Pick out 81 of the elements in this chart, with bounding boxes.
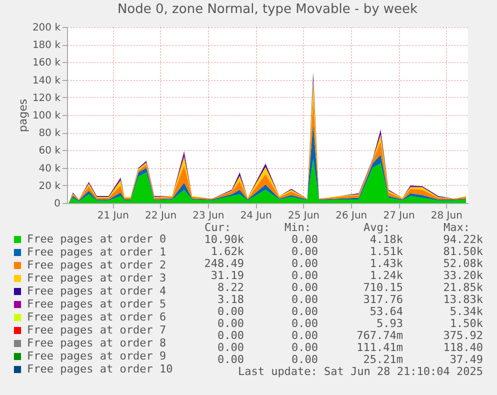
x-tick-label: 27 Jun (383, 210, 415, 222)
text: 0.00 (218, 305, 244, 318)
text: 31.19 (210, 269, 244, 282)
text: 111.41m (356, 341, 404, 354)
y-tick-label: 180 k (32, 40, 61, 52)
text: Min: (284, 221, 311, 234)
legend-label: Free pages at order 1 (27, 246, 166, 258)
text: 37.49 (450, 353, 483, 366)
text: 33.20k (443, 269, 484, 282)
text: 1.24k (370, 269, 404, 282)
legend-label: Free pages at order 7 (27, 324, 166, 336)
text: 0.00 (218, 317, 244, 330)
text: 13.83k (443, 293, 484, 306)
legend-label: Free pages at order 4 (27, 284, 166, 298)
text: 0.00 (292, 269, 318, 282)
y-tick-label: 100 k (32, 110, 61, 122)
text: 4.18k (370, 233, 404, 246)
text: 0.00 (218, 341, 244, 354)
chart-title: Node 0, zone Normal, type Movable - by week (117, 2, 418, 17)
legend-label: Free pages at order 3 (27, 272, 166, 284)
text: 5.93 (376, 317, 403, 330)
y-tick-label: 120 k (32, 92, 61, 104)
text: 375.92 (443, 329, 483, 342)
x-tick-label: 21 Jun (97, 210, 129, 222)
text: 81.50k (443, 245, 484, 258)
text: 0.00 (292, 293, 318, 306)
y-tick-label: 80 k (38, 128, 61, 140)
text: 94.22k (443, 233, 484, 246)
text: 0.00 (292, 305, 318, 318)
text: 0.00 (218, 329, 244, 342)
text: 8.22 (218, 281, 244, 294)
text: 1.50k (450, 317, 484, 330)
legend-label: Free pages at order 9 (27, 350, 166, 362)
legend-label: Free pages at order 5 (27, 298, 166, 310)
text: 767.74m (356, 329, 404, 342)
x-tick-label: 25 Jun (288, 210, 320, 222)
text: 53.64 (370, 305, 404, 318)
text: 0.00 (292, 329, 318, 342)
y-tick-label: 60 k (38, 146, 61, 157)
y-tick-label: 20 k (38, 180, 61, 192)
y-tick-label: 160 k (32, 58, 61, 69)
text: 0.00 (292, 317, 318, 330)
text: 0.00 (292, 245, 318, 258)
legend-label: Free pages at order 8 (27, 336, 166, 350)
x-tick-label: 28 Jun (430, 210, 462, 222)
text: 0.00 (292, 281, 318, 294)
y-tick-label: 200 k (32, 22, 61, 34)
text: 1.51k (370, 245, 404, 258)
text: 0.00 (292, 233, 318, 246)
text: 1.43k (370, 257, 404, 270)
y-tick-label: 0 (54, 198, 60, 210)
text: 118.40 (443, 341, 483, 354)
text: 0.00 (292, 353, 318, 366)
text: 710.15 (363, 281, 403, 294)
y-axis-title: pages (16, 98, 30, 132)
legend-label: Free pages at order 2 (27, 258, 166, 272)
x-tick-label: 26 Jun (336, 210, 368, 222)
y-tick-label: 140 k (32, 75, 61, 86)
text: 25.21m (363, 353, 404, 366)
text: 0.00 (292, 257, 318, 270)
text: 317.76 (363, 293, 403, 306)
text: 1.62k (210, 245, 244, 258)
legend-label: Free pages at order 6 (27, 310, 166, 324)
text: 3.18 (218, 293, 244, 306)
x-tick-label: 23 Jun (192, 210, 224, 222)
text: 248.49 (204, 257, 244, 270)
text: 10.90k (204, 233, 244, 246)
legend-label: Free pages at order 0 (27, 232, 166, 246)
text: 0.00 (218, 353, 244, 366)
text: Avg: (364, 221, 390, 234)
text: Max: (444, 221, 470, 234)
x-tick-label: 24 Jun (240, 210, 272, 222)
x-tick-label: 22 Jun (145, 210, 177, 222)
text: Cur: (204, 221, 231, 234)
text: 21.85k (443, 281, 484, 294)
text: Last update: Sat Jun 28 21:10:04 2025 (238, 365, 483, 378)
text: 5.34k (450, 305, 484, 318)
legend-label: Free pages at order 10 (27, 362, 173, 376)
text: 0.00 (292, 341, 318, 354)
text: 52.08k (443, 257, 484, 270)
y-tick-label: 40 k (38, 163, 61, 174)
